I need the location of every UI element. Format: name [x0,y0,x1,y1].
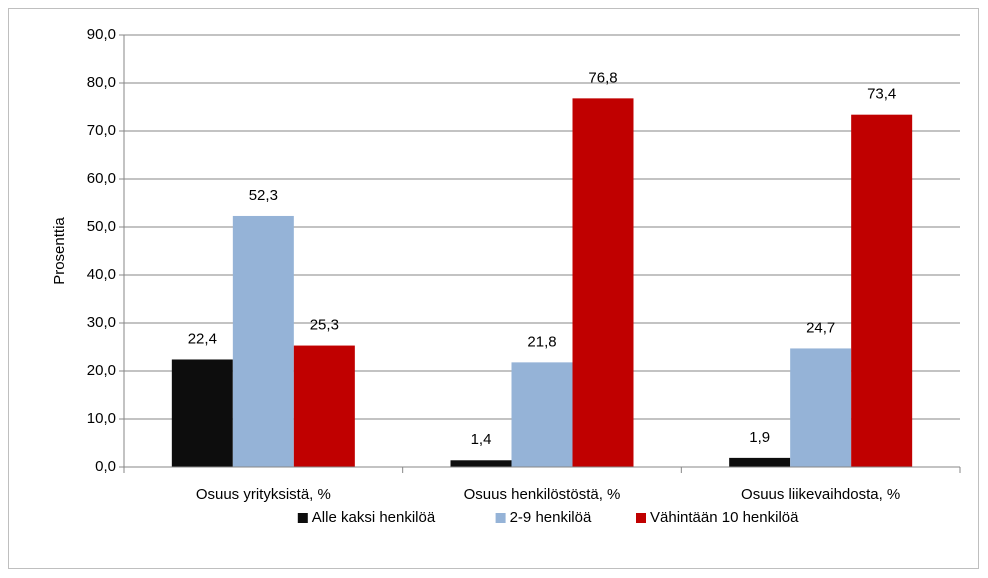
data-label: 24,7 [806,319,835,336]
y-tick-label: 40,0 [87,266,116,283]
data-label: 73,4 [867,86,896,103]
bar [232,215,294,467]
y-tick-label: 60,0 [87,170,116,187]
legend-swatch [495,513,506,523]
bar [790,348,852,467]
chart-frame [8,8,979,569]
x-tick-label: Osuus henkilöstöstä, % [464,486,621,503]
legend-swatch [297,513,308,523]
data-label: 1,9 [749,429,770,446]
data-label: 1,4 [471,431,492,448]
bar [851,114,913,468]
legend-swatch [636,513,646,523]
x-tick-label: Osuus liikevaihdosta, % [741,486,900,503]
bar [572,98,634,468]
bar [729,457,791,467]
bar [511,362,573,467]
data-label: 22,4 [188,330,217,347]
y-tick-label: 0,0 [95,458,116,475]
y-axis-title: Prosenttia [51,217,68,285]
y-tick-label: 80,0 [87,74,116,91]
y-tick-label: 30,0 [87,314,116,331]
data-label: 25,3 [310,317,339,334]
y-tick-label: 50,0 [87,218,116,235]
bar [450,460,512,467]
y-tick-label: 10,0 [87,410,116,427]
data-label: 52,3 [249,187,278,204]
y-tick-label: 20,0 [87,362,116,379]
legend-label: 2-9 henkilöä [510,509,592,526]
bar [293,345,355,467]
x-tick-label: Osuus yrityksistä, % [196,486,331,503]
bar [171,359,233,467]
y-tick-label: 70,0 [87,122,116,139]
legend-label: Vähintään 10 henkilöä [650,509,799,526]
data-label: 21,8 [527,333,556,350]
data-label: 76,8 [588,69,617,86]
y-tick-label: 90,0 [87,26,116,43]
legend-label: Alle kaksi henkilöä [312,509,436,526]
